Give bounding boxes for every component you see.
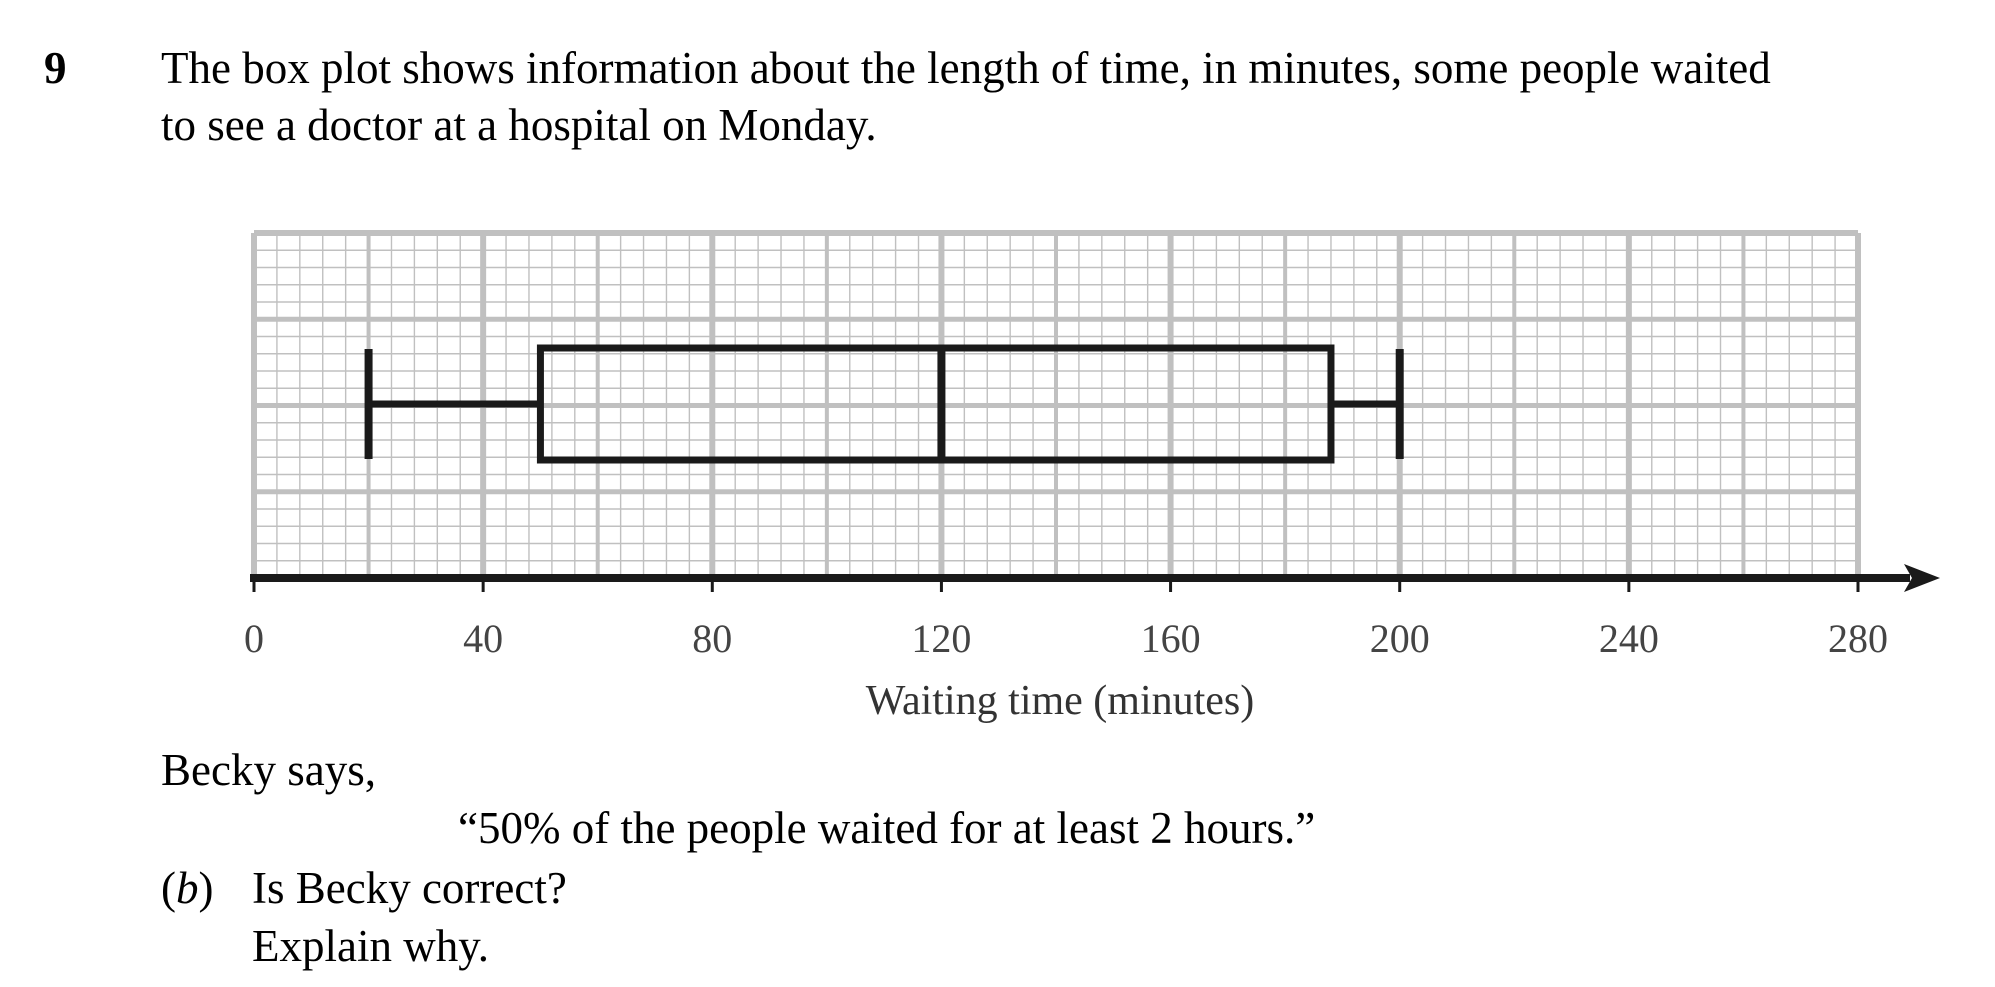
part-b-instruction: Explain why. [252,921,490,971]
x-tick-label: 200 [1370,616,1430,661]
x-tick-labels: 0 40 80 120 160 200 240 280 [244,616,1888,661]
x-tick-label: 120 [911,616,971,661]
part-b-label: (b) [161,863,214,913]
becky-quote: “50% of the people waited for at least 2… [458,803,1316,853]
becky-intro: Becky says, [161,745,376,795]
x-tick-label: 240 [1599,616,1659,661]
x-tick-label: 80 [692,616,732,661]
part-b-question: Is Becky correct? [252,863,567,913]
grid-major-lines [251,230,1861,578]
x-tick-label: 0 [244,616,264,661]
interquartile-box [536,344,1335,464]
x-axis-arrowhead [1904,564,1940,592]
x-axis-title: Waiting time (minutes) [866,678,1255,724]
question-number: 9 [44,43,67,93]
part-b-letter: b [176,863,199,913]
question-text-line-2: to see a doctor at a hospital on Monday. [161,100,877,150]
x-tick-label: 160 [1141,616,1201,661]
x-tick-label: 280 [1828,616,1888,661]
x-axis [250,564,1940,592]
question-text-line-1: The box plot shows information about the… [161,43,1771,93]
box-plot [364,344,1404,464]
x-tick-label: 40 [463,616,503,661]
